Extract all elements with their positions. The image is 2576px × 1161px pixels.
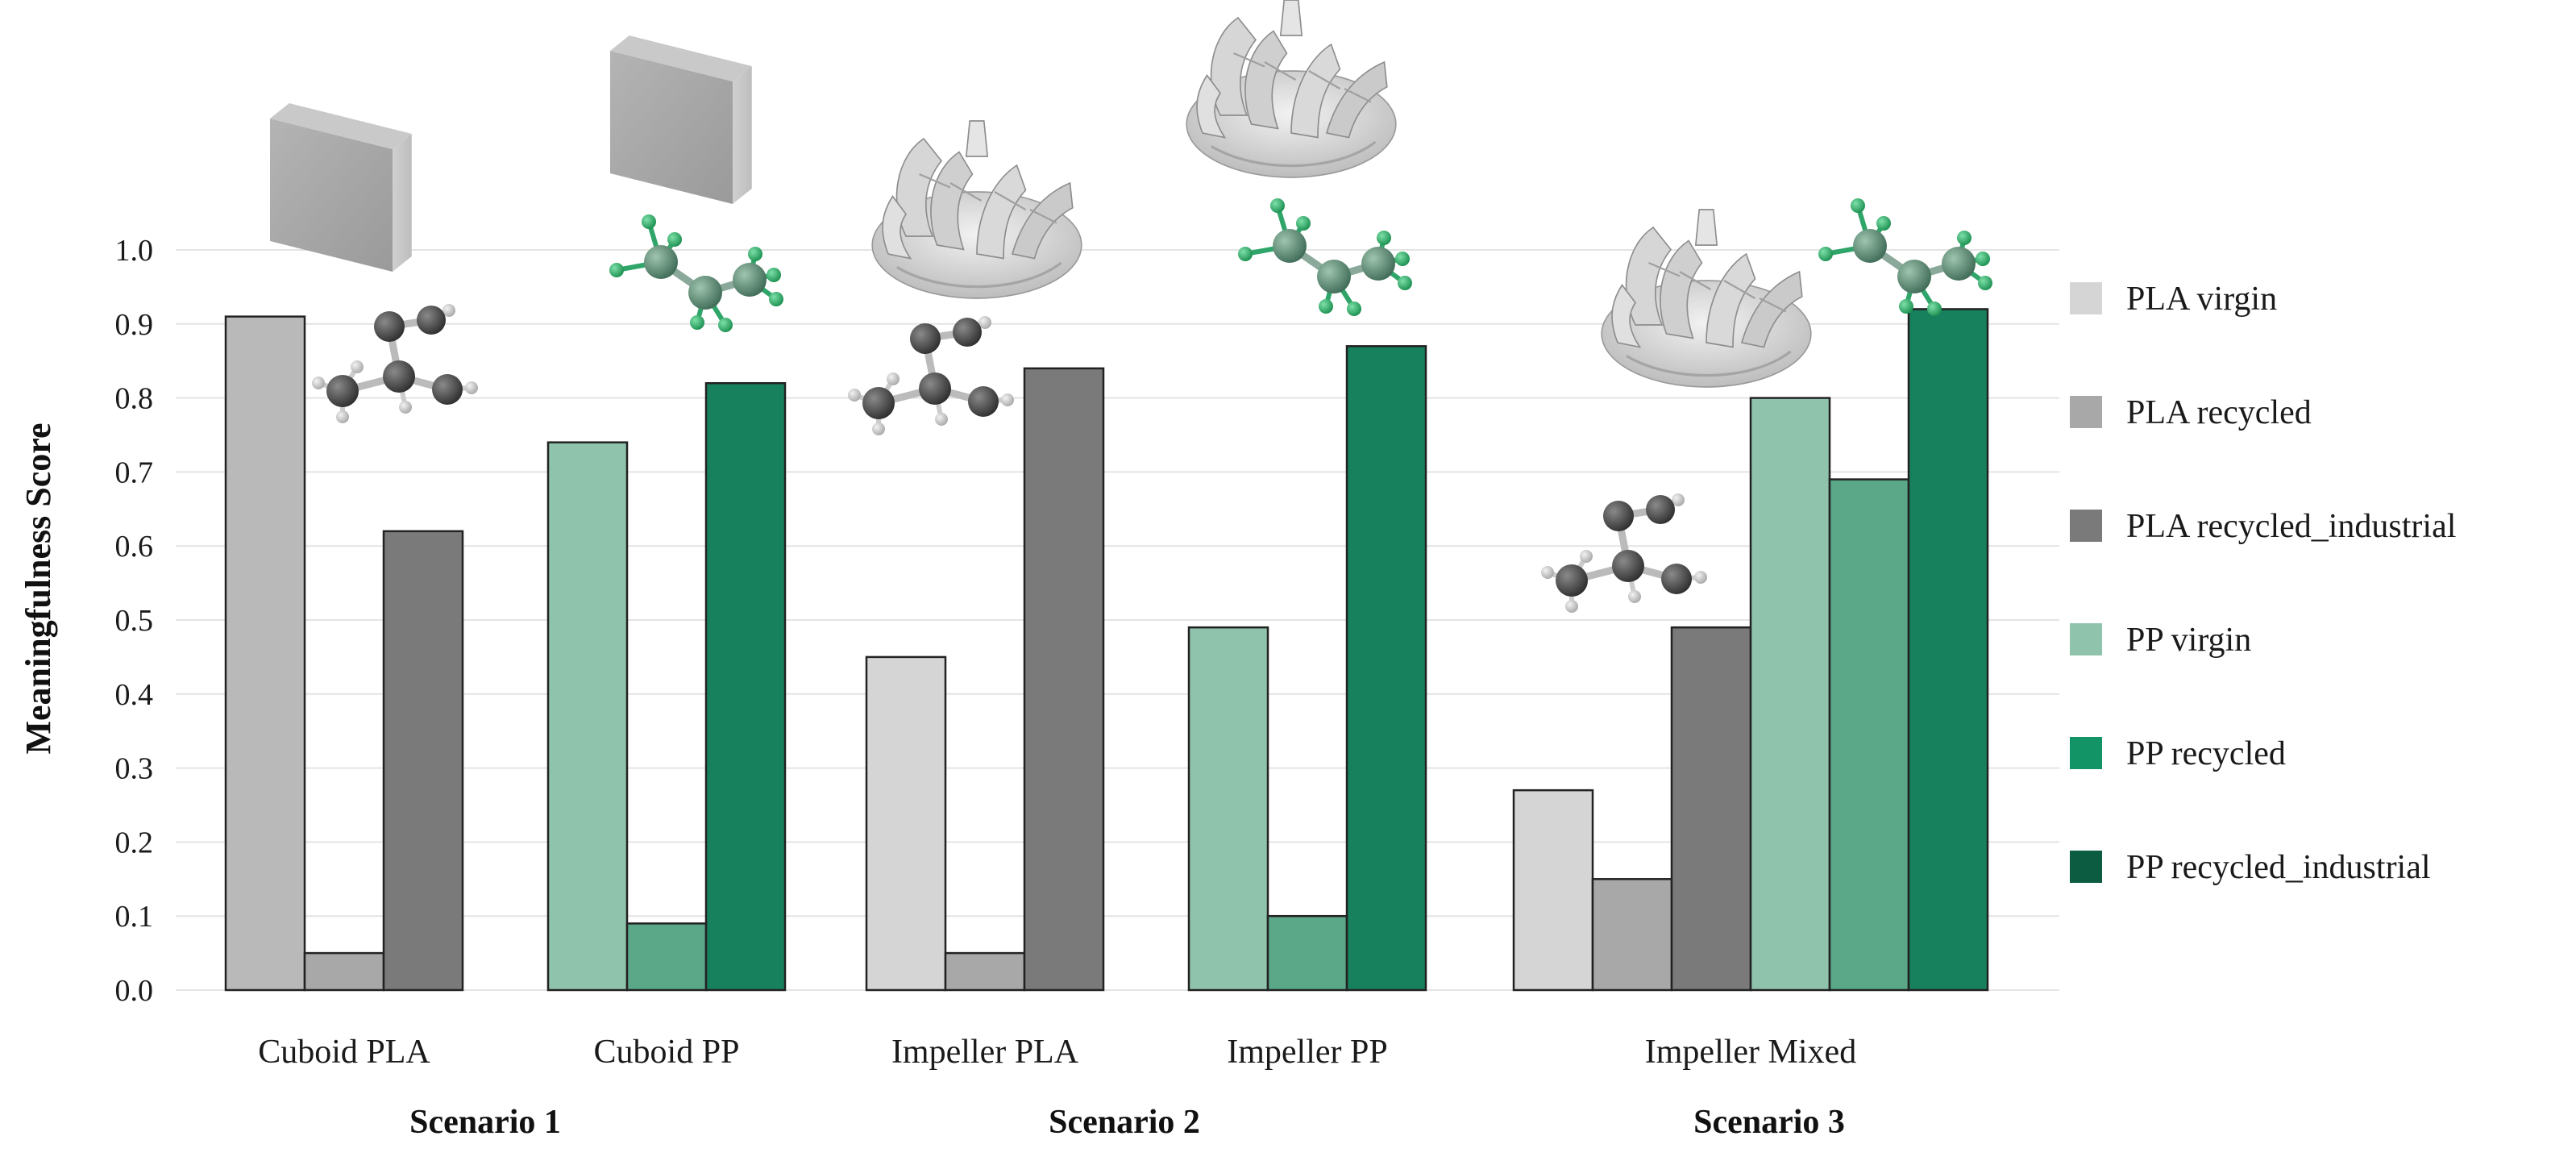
pp-molecule-icon: [1818, 198, 1992, 316]
y-tick-label: 0.1: [115, 900, 154, 934]
illustrations: [270, 0, 1992, 613]
legend: PLA virgin PLA recycled PLA recycled_indus…: [2070, 281, 2456, 886]
y-tick-label: 1.0: [115, 234, 154, 268]
impeller-icon: [1185, 0, 1398, 179]
y-axis-ticks: 0.0 0.1 0.2 0.3 0.4 0.5 0.6 0.7 0.8 0.9 1.0: [115, 234, 154, 1008]
scenario-label: Scenario 2: [1049, 1104, 1200, 1141]
bar-pla-recycled-industrial: [1023, 367, 1105, 992]
cuboid-icon: [270, 103, 412, 272]
legend-swatch: [2070, 396, 2102, 428]
bars: [224, 308, 1989, 992]
category-label: Impeller Mixed: [1645, 1034, 1856, 1071]
legend-label: PP virgin: [2126, 622, 2251, 659]
category-label: Cuboid PLA: [258, 1034, 430, 1071]
category-labels: Cuboid PLA Cuboid PP Impeller PLA Impeller …: [258, 1034, 1856, 1071]
bar-pla-recycled: [303, 951, 385, 992]
y-tick-label: 0.2: [115, 826, 154, 859]
bar-pp-recycled: [1266, 914, 1348, 992]
pla-molecule-icon: [1541, 493, 1707, 613]
y-tick-label: 0.4: [115, 678, 154, 712]
category-label: Impeller PLA: [891, 1034, 1079, 1071]
y-tick-label: 0.3: [115, 752, 154, 786]
bar-pla-virgin: [1512, 789, 1594, 992]
bar-pla-virgin: [224, 315, 306, 992]
legend-swatch: [2070, 737, 2102, 769]
legend-swatch: [2070, 282, 2102, 314]
scenario-label: Scenario 3: [1693, 1104, 1845, 1141]
legend-label: PLA virgin: [2126, 281, 2277, 318]
y-tick-label: 0.9: [115, 308, 154, 342]
pla-molecule-icon: [848, 316, 1014, 435]
bar-pp-recycled-industrial: [704, 381, 787, 992]
bar-pp-virgin: [1187, 626, 1269, 992]
legend-swatch: [2070, 510, 2102, 542]
legend-label: PP recycled_industrial: [2126, 849, 2431, 886]
impeller-icon: [1600, 208, 1813, 389]
cuboid-icon: [610, 35, 752, 205]
scenario-label: Scenario 1: [409, 1104, 561, 1141]
bar-pla-virgin: [865, 655, 947, 992]
bar-pp-recycled-industrial: [1907, 308, 1989, 992]
y-tick-label: 0.8: [115, 382, 154, 416]
legend-label: PLA recycled_industrial: [2126, 508, 2456, 545]
bar-pla-recycled: [944, 951, 1026, 992]
y-tick-label: 0.6: [115, 530, 154, 564]
bar-pp-recycled: [625, 922, 708, 992]
legend-label: PLA recycled: [2126, 394, 2312, 431]
y-axis-label: Meaningfulness Score: [19, 422, 58, 754]
pp-molecule-icon: [1238, 198, 1412, 316]
pp-molecule-icon: [609, 214, 783, 332]
legend-swatch: [2070, 851, 2102, 883]
bar-pp-virgin: [546, 441, 629, 992]
bar-pp-virgin: [1749, 397, 1831, 992]
impeller-icon: [870, 119, 1083, 300]
bar-pp-recycled: [1828, 478, 1910, 992]
bar-pla-recycled: [1591, 878, 1673, 992]
y-tick-label: 0.5: [115, 604, 154, 638]
category-label: Impeller PP: [1227, 1034, 1387, 1071]
legend-label: PP recycled: [2126, 735, 2286, 772]
bar-pp-recycled-industrial: [1345, 345, 1427, 992]
category-label: Cuboid PP: [594, 1034, 740, 1071]
legend-swatch: [2070, 623, 2102, 655]
bar-pla-recycled-industrial: [1670, 626, 1752, 992]
scenario-labels: Scenario 1 Scenario 2 Scenario 3: [409, 1104, 1845, 1141]
pla-molecule-icon: [312, 304, 478, 423]
bar-pla-recycled-industrial: [382, 530, 464, 992]
y-tick-label: 0.7: [115, 456, 154, 489]
y-tick-label: 0.0: [115, 974, 154, 1008]
